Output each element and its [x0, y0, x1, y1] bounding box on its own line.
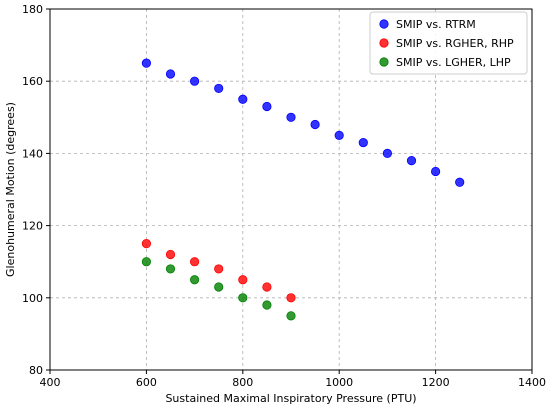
data-point	[406, 156, 417, 166]
data-point	[214, 282, 224, 292]
data-point	[141, 58, 151, 68]
data-point	[286, 293, 296, 303]
data-point	[286, 311, 296, 321]
y-tick-label: 120	[22, 220, 43, 233]
legend-marker	[379, 38, 389, 48]
data-point	[238, 94, 248, 104]
y-tick-label: 140	[22, 147, 43, 160]
y-tick-label: 80	[29, 364, 43, 377]
y-tick-label: 100	[22, 292, 43, 305]
data-point	[310, 119, 320, 130]
data-points	[141, 58, 465, 321]
data-point	[141, 239, 151, 249]
x-tick-label: 1000	[325, 376, 353, 389]
y-tick-label: 160	[22, 75, 43, 88]
data-point	[334, 130, 344, 140]
x-tick-label: 800	[232, 376, 253, 389]
data-point	[165, 69, 176, 79]
y-axis-title: Glenohumeral Motion (degrees)	[4, 102, 17, 277]
data-point	[455, 177, 465, 187]
data-point	[190, 257, 200, 267]
data-point	[214, 83, 224, 94]
data-point	[358, 137, 368, 148]
legend-label: SMIP vs. RGHER, RHP	[396, 37, 514, 50]
data-point	[238, 293, 248, 303]
data-point	[430, 166, 441, 177]
data-point	[238, 275, 248, 285]
y-tick-label: 180	[22, 3, 43, 16]
data-point	[214, 264, 224, 274]
x-tick-label: 600	[136, 376, 157, 389]
data-point	[190, 76, 200, 86]
legend-marker	[379, 57, 389, 67]
data-point	[262, 282, 272, 292]
data-point	[262, 101, 272, 112]
data-point	[382, 148, 392, 158]
data-point	[165, 264, 176, 274]
plot-area	[49, 8, 533, 371]
x-tick-label: 400	[40, 376, 61, 389]
data-point	[165, 249, 176, 260]
data-point	[286, 112, 296, 122]
legend-label: SMIP vs. RTRM	[396, 18, 476, 31]
axis-ticks: 400 600 800 1000 1200 1400 80 100 120 140 160 180	[22, 3, 546, 389]
legend-box	[369, 11, 528, 75]
data-point	[262, 300, 272, 310]
x-tick-label: 1400	[518, 376, 546, 389]
x-axis-title: Sustained Maximal Inspiratory Pressure (…	[165, 392, 416, 405]
legend-marker	[379, 19, 389, 29]
legend-label: SMIP vs. LGHER, LHP	[396, 56, 511, 69]
data-point	[190, 275, 200, 285]
data-point	[141, 257, 151, 267]
x-tick-label: 1200	[422, 376, 450, 389]
legend: SMIP vs. RTRM SMIP vs. RGHER, RHP SMIP vs.…	[369, 11, 528, 75]
